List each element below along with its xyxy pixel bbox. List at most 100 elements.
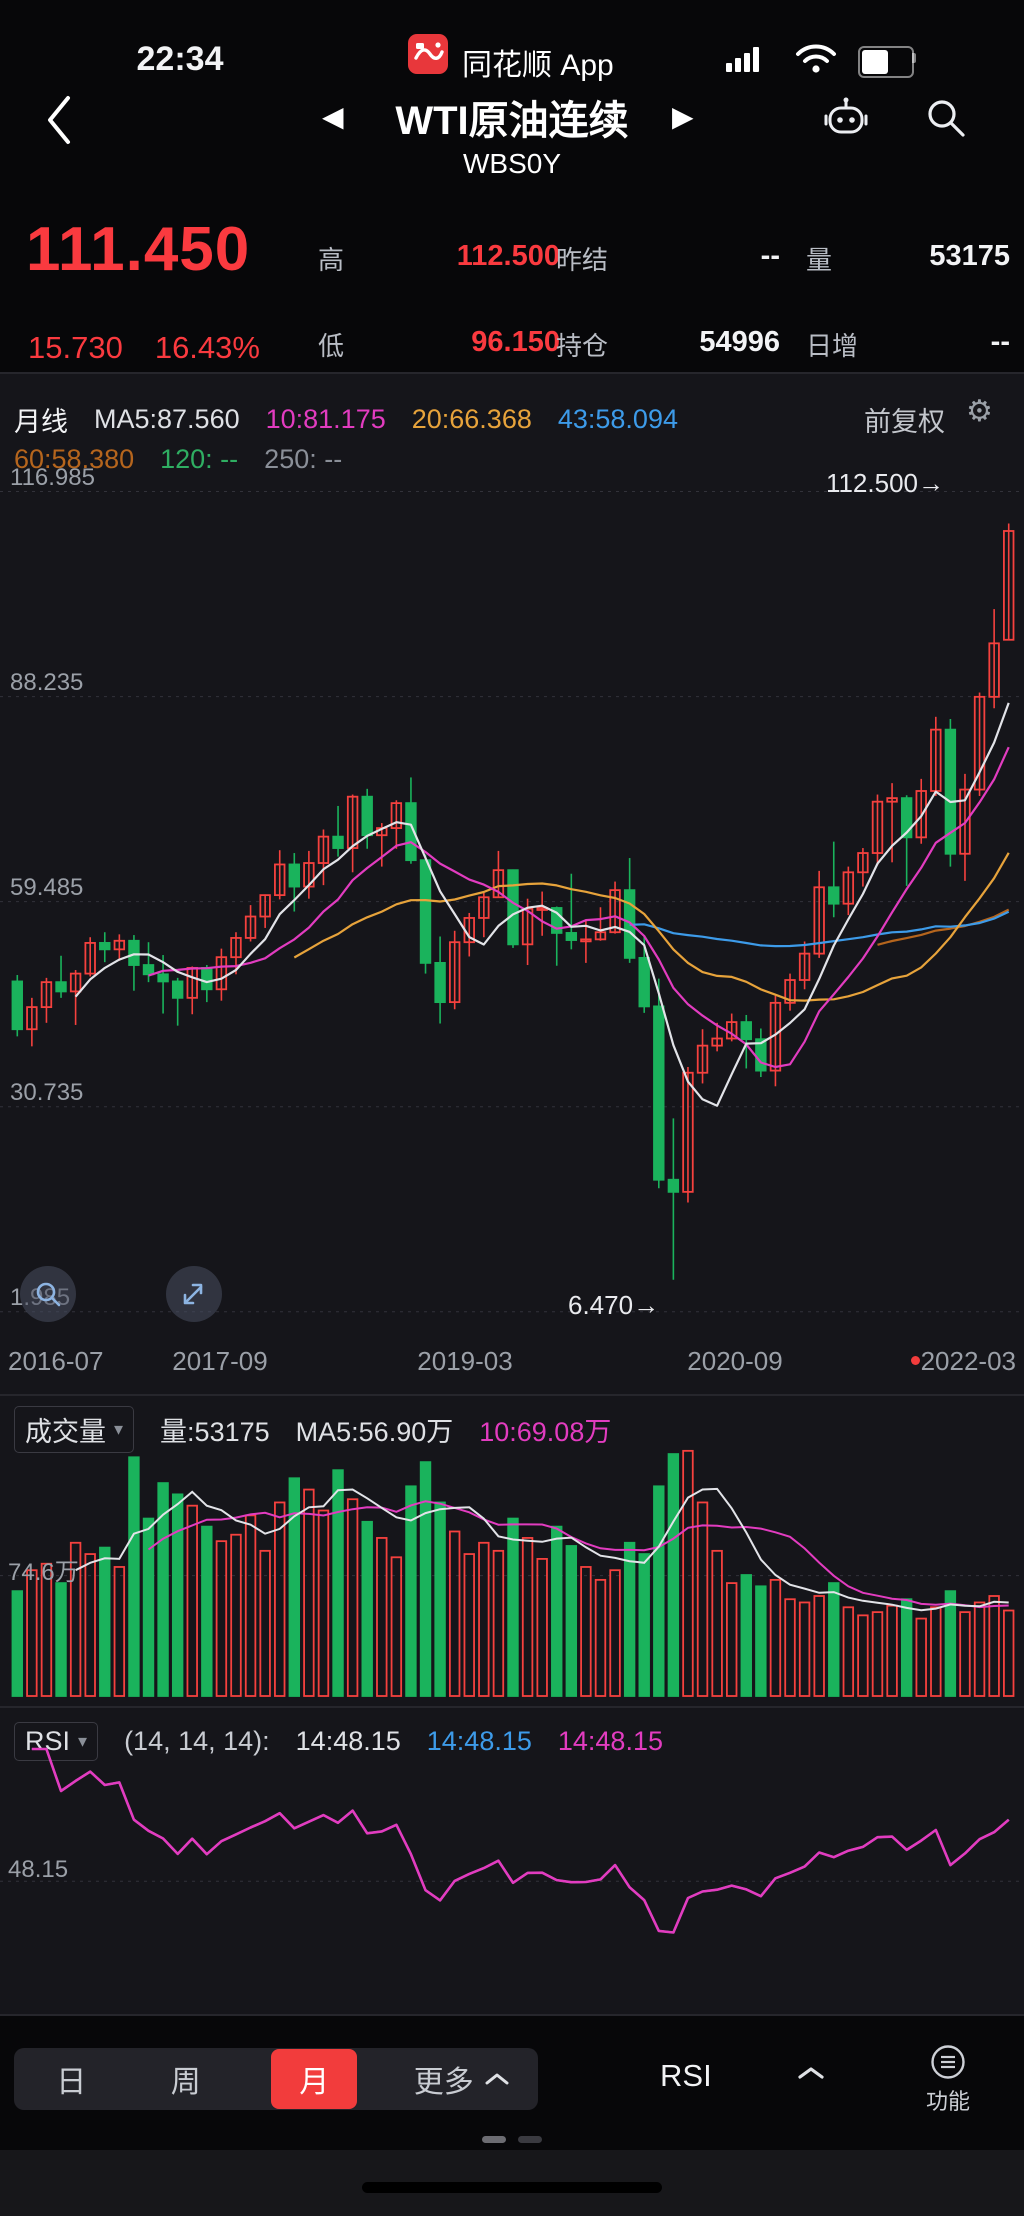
rsi-chart[interactable] — [0, 1714, 1024, 2014]
volume-title: 成交量 — [25, 1417, 106, 1447]
app-logo-glyph — [414, 42, 444, 60]
rsi-value-1: 14:48.15 — [295, 1726, 401, 1756]
daily-increase-value: -- — [990, 326, 1010, 358]
prev-settle-label: 昨结 — [556, 245, 609, 275]
chevron-up-icon — [798, 2067, 824, 2079]
back-button[interactable] — [38, 88, 78, 157]
functions-label: 功能 — [925, 2089, 970, 2114]
x-axis-label: 2016-07 — [8, 1346, 104, 1376]
current-month-dot — [911, 1356, 920, 1365]
ma20-legend: 20:66.368 — [411, 404, 532, 434]
volume-ma10: 10:69.08万 — [479, 1417, 612, 1447]
battery-nub — [912, 53, 916, 63]
contract-code: WBS0Y — [462, 148, 562, 179]
high-value: 112.500 — [456, 240, 560, 272]
x-axis-label: 2022-03 — [920, 1346, 1016, 1376]
prev-settle-value: -- — [760, 240, 780, 272]
ma43-legend: 43:58.094 — [557, 404, 678, 434]
gear-icon[interactable]: ⚙ — [966, 395, 993, 428]
quote-divider — [0, 372, 1024, 374]
more-label: 更多 — [413, 2066, 474, 2099]
ma10-legend: 10:81.175 — [265, 404, 386, 434]
open-interest-value: 54996 — [699, 326, 780, 358]
main-price-chart[interactable] — [0, 470, 1024, 1346]
high-price-annotation: 112.500→ — [825, 468, 944, 498]
toolbar-divider — [0, 2014, 1024, 2016]
caret-down-icon: ▾ — [78, 1731, 88, 1751]
indicator-selector[interactable]: RSI — [660, 2058, 712, 2093]
indicator-collapse-button[interactable] — [796, 2064, 826, 2087]
rsi-grid-label: 48.15 — [8, 1856, 69, 1883]
tab-day[interactable]: 日 — [56, 2066, 87, 2099]
page-title: WTI原油连续 — [395, 99, 629, 143]
next-contract-button[interactable]: ▶ — [672, 101, 694, 132]
menu-circle-icon — [931, 2045, 965, 2079]
low-value: 96.150 — [471, 326, 560, 358]
prev-contract-button[interactable]: ◀ — [322, 101, 344, 132]
volume-indicator-dropdown[interactable]: 成交量 ▾ — [14, 1406, 135, 1453]
page-dot — [518, 2136, 542, 2143]
high-label: 高 — [318, 245, 345, 275]
search-icon[interactable] — [920, 92, 972, 149]
volume-label: 量 — [806, 245, 833, 275]
page-dot-active — [482, 2136, 506, 2143]
magnifier-icon — [36, 1282, 61, 1307]
volume-ma5: MA5:56.90万 — [295, 1417, 454, 1447]
ma5-legend: MA5:87.560 — [94, 404, 240, 434]
status-app-name: 同花顺 App — [462, 49, 614, 82]
x-axis-label: 2019-03 — [417, 1346, 513, 1376]
ma60-legend: 60:58.380 — [14, 444, 135, 474]
y-axis-label: 88.235 — [10, 669, 84, 696]
app-logo-icon[interactable] — [408, 34, 448, 74]
change-percent: 16.43% — [154, 330, 260, 365]
tab-month-selected[interactable]: 月 — [271, 2049, 358, 2109]
y-axis-label: 116.985 — [10, 464, 95, 491]
y-axis-label: 30.735 — [10, 1079, 84, 1106]
rsi-divider — [0, 1706, 1024, 1708]
rsi-value-3: 14:48.15 — [557, 1726, 663, 1756]
volume-current: 量:53175 — [160, 1417, 270, 1447]
more-periods-button[interactable]: 更多 — [414, 2057, 510, 2101]
last-price: 111.450 — [26, 215, 251, 284]
adjust-mode-label[interactable]: 前复权 — [864, 407, 945, 437]
page-indicator — [0, 2136, 1024, 2143]
chevron-up-icon — [485, 2073, 509, 2085]
cellular-signal-icon — [726, 46, 759, 72]
low-label: 低 — [318, 331, 345, 361]
wifi-icon — [794, 42, 838, 79]
caret-down-icon: ▾ — [114, 1419, 124, 1439]
x-axis-label: 2017-09 — [172, 1346, 268, 1376]
volume-pane-header: 成交量 ▾ 量:53175 MA5:56.90万 10:69.08万 — [14, 1406, 611, 1453]
rsi-value-2: 14:48.15 — [426, 1726, 532, 1756]
status-time: 22:34 — [136, 40, 224, 78]
ma250-legend: 250: -- — [264, 444, 343, 474]
period-label[interactable]: 月线 — [14, 407, 68, 437]
change-value: 15.730 — [28, 330, 123, 365]
battery-fill — [862, 50, 889, 74]
daily-increase-label: 日增 — [806, 331, 859, 361]
ma120-legend: 120: -- — [160, 444, 239, 474]
volume-grid-label: 74.6万 — [8, 1559, 79, 1586]
battery-icon — [858, 46, 914, 78]
home-indicator — [362, 2182, 662, 2193]
expand-icon — [183, 1283, 203, 1305]
fullscreen-button[interactable] — [166, 1266, 222, 1322]
zoom-tool-button[interactable] — [20, 1266, 76, 1322]
rsi-pane-header: RSI ▾ (14, 14, 14): 14:48.15 14:48.15 14… — [14, 1722, 663, 1761]
functions-button[interactable]: 功能 — [916, 2044, 980, 2116]
ma-legend-row1: 月线 MA5:87.560 10:81.175 20:66.368 43:58.… — [14, 400, 678, 439]
volume-divider — [0, 1394, 1024, 1396]
tab-week[interactable]: 周 — [170, 2066, 201, 2099]
y-axis-label: 59.485 — [10, 874, 84, 901]
x-axis-label: 2020-09 — [687, 1346, 783, 1376]
volume-value: 53175 — [929, 240, 1010, 272]
ma-legend-row2: 60:58.380 120: -- 250: -- — [14, 444, 342, 475]
chart-panel-background — [0, 372, 1024, 2014]
volume-chart[interactable] — [0, 1400, 1024, 1706]
rsi-params: (14, 14, 14): — [124, 1726, 270, 1756]
assistant-robot-icon[interactable] — [818, 92, 874, 149]
open-interest-label: 持仓 — [556, 331, 609, 361]
price-change: 15.730 16.43% — [28, 330, 260, 366]
low-price-annotation: 6.470→ — [568, 1290, 660, 1320]
